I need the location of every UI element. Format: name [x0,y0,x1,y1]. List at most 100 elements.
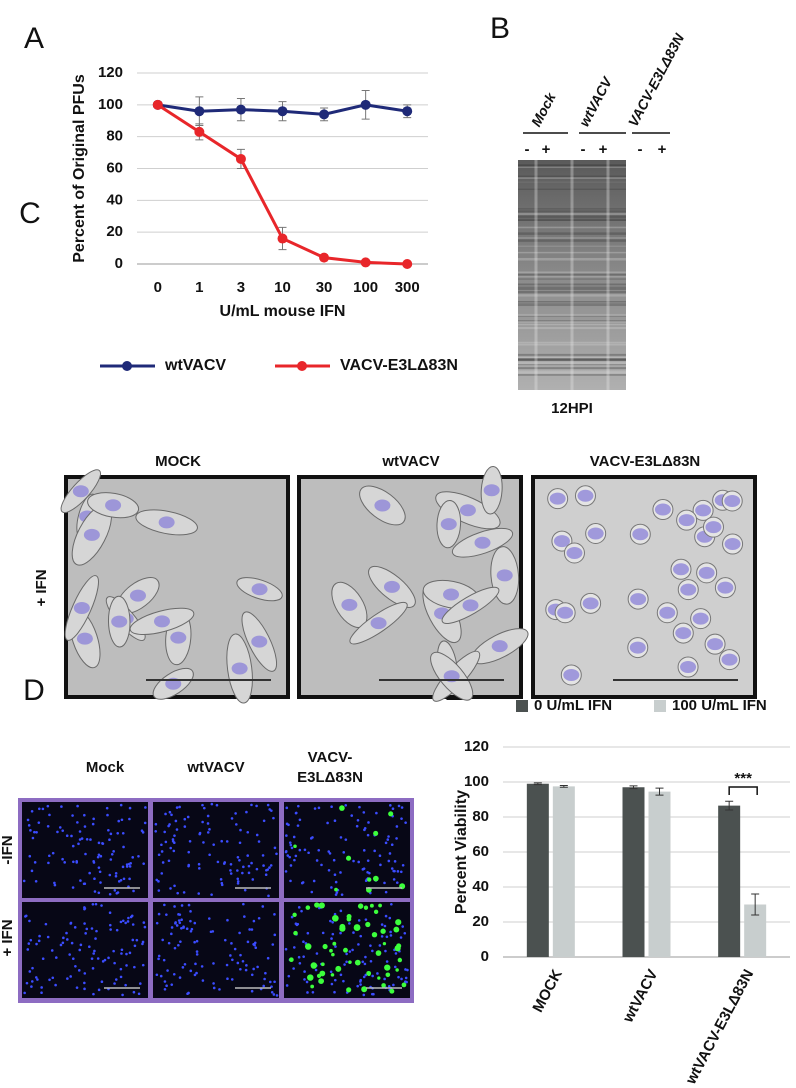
dead-cell-dot [395,919,402,926]
dead-cell-dot [367,972,371,977]
nucleus-dot [182,925,185,929]
nucleus-dot [339,871,342,874]
nucleus-dot [173,884,176,888]
nucleus-dot [368,871,371,875]
nucleus-dot [166,969,169,972]
dead-cell-dot [371,931,378,938]
nucleus [491,640,508,653]
nucleus-dot [373,849,376,853]
nucleus [383,580,400,593]
nucleus-dot [93,890,97,893]
nucleus-dot [321,931,325,935]
nucleus-dot [210,893,213,896]
nucleus-dot [403,931,407,935]
nucleus-dot [193,940,196,944]
nucleus-dot [163,987,167,991]
dead-cell-dot [307,974,314,981]
nucleus-dot [37,939,41,943]
nucleus-dot [33,830,36,834]
nucleus-dot [212,962,215,965]
nucleus-dot [72,860,75,864]
nucleus-dot [245,964,248,967]
nucleus-dot [46,824,50,828]
dead-cell-dot [320,962,325,967]
nucleus-dot [390,867,394,870]
nucleus-dot [185,927,189,931]
x-tick-label: 1 [195,279,203,296]
nucleus-dot [125,952,128,956]
x-tick-label: 30 [316,279,333,296]
dead-cell-dot [382,941,387,946]
nucleus-dot [84,932,87,935]
nucleus-dot [292,835,296,839]
nucleus-dot [263,977,266,981]
nucleus-dot [329,970,333,974]
nucleus-dot [225,840,229,843]
nucleus-dot [247,864,251,868]
nucleus-dot [47,861,50,865]
nucleus-dot [242,865,245,869]
nucleus-dot [180,926,183,930]
nucleus [459,504,476,517]
nucleus-dot [388,852,392,855]
y-tick-label: 40 [472,878,489,895]
row-label: -IFN [0,835,16,864]
nucleus-dot [106,813,109,817]
nucleus-dot [119,803,123,807]
data-point [360,257,371,268]
nucleus-dot [171,839,175,843]
nucleus-dot [208,853,211,857]
fluorescence-title: wtVACV [186,759,244,776]
fluorescence-image [22,802,148,898]
nucleus-dot [396,870,400,873]
nucleus-dot [189,929,193,933]
dead-cell-dot [373,909,379,915]
panel-label: D [23,674,45,707]
nucleus [370,617,387,630]
nucleus-dot [270,990,274,994]
nucleus-dot [73,926,77,929]
nucleus-dot [157,889,161,892]
nucleus-dot [344,838,348,841]
nucleus-dot [164,840,168,844]
nucleus-dot [369,959,373,963]
nucleus-dot [27,824,31,827]
nucleus-dot [23,991,26,995]
nucleus-dot [195,939,199,943]
nucleus-dot [364,973,368,977]
nucleus-dot [120,952,123,955]
nucleus-dot [125,863,129,866]
nucleus-dot [264,873,268,876]
nucleus-dot [393,860,397,863]
data-point [277,106,288,117]
nucleus-dot [298,818,302,822]
nucleus-dot [83,907,86,911]
nucleus-dot [154,822,158,826]
nucleus-dot [97,988,101,992]
nucleus-dot [69,975,72,978]
legend-swatch [516,700,528,712]
nucleus-dot [35,831,38,834]
micrograph-title: wtVACV [381,453,439,470]
nucleus-dot [88,945,91,949]
nucleus [462,599,479,612]
nucleus-dot [70,834,73,838]
nucleus-dot [128,877,131,881]
nucleus-dot [266,868,269,871]
nucleus-dot [262,984,265,988]
nucleus-dot [164,812,167,816]
nucleus-dot [350,814,354,817]
dead-cell-dot [367,877,372,882]
nucleus-dot [117,819,121,823]
nucleus-dot [92,817,95,821]
nucleus-dot [262,819,266,823]
nucleus-dot [92,952,95,955]
nucleus-dot [90,957,94,960]
nucleus-dot [251,878,255,881]
data-point [319,109,330,120]
nucleus-dot [48,854,51,858]
nucleus-dot [238,931,241,935]
nucleus-dot [126,920,130,923]
x-axis-label: U/mL mouse IFN [220,303,346,320]
